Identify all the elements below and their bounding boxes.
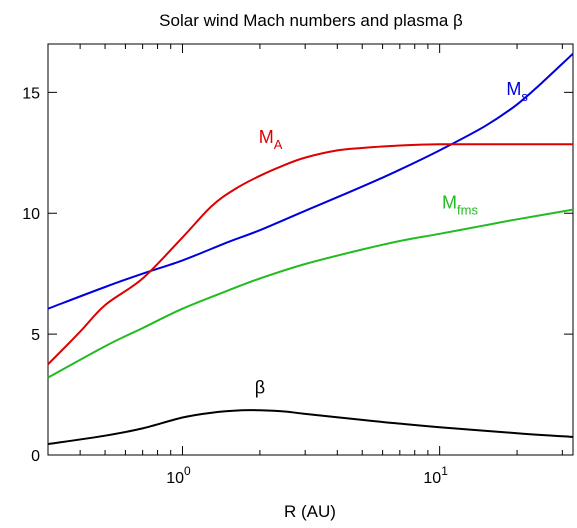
x-axis-tick-labels: 100 101 <box>166 464 448 487</box>
y-tick-label-5: 5 <box>31 327 40 344</box>
x-tick-label-10: 101 <box>423 464 448 487</box>
series-line-beta <box>47 409 574 446</box>
x-axis-label: R (AU) <box>284 502 336 521</box>
y-axis-ticks <box>48 91 573 456</box>
y-axis-tick-labels: 0 5 10 15 <box>22 85 40 465</box>
series-line-ma <box>47 143 573 366</box>
chart-title: Solar wind Mach numbers and plasma β <box>159 11 463 30</box>
series-label-beta: β <box>255 377 265 397</box>
series-labels: Ms MA Mfms β <box>255 79 529 398</box>
plot-area <box>47 43 574 456</box>
series-line-ms <box>47 52 574 310</box>
series-lines <box>47 52 574 446</box>
series-label-mfms: Mfms <box>442 192 478 217</box>
y-tick-label-15: 15 <box>22 85 40 102</box>
x-axis-ticks <box>47 44 563 455</box>
x-tick-label-1: 100 <box>166 464 191 487</box>
y-tick-label-10: 10 <box>22 206 40 223</box>
series-label-ms: Ms <box>506 79 528 104</box>
series-label-ma: MA <box>259 127 283 152</box>
series-line-mfms <box>47 208 574 379</box>
y-tick-label-0: 0 <box>31 448 40 465</box>
